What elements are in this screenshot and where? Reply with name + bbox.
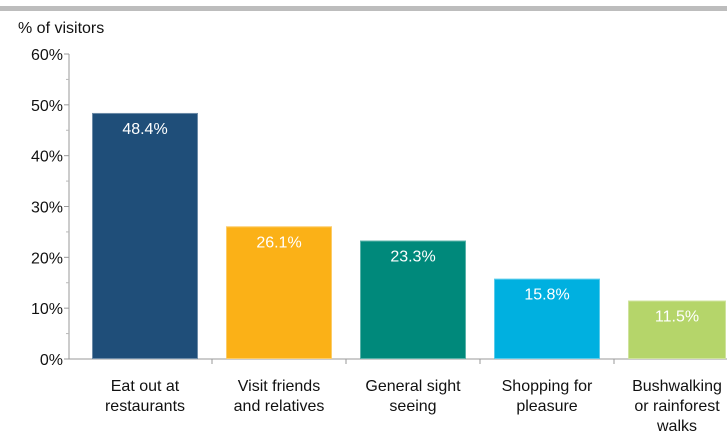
y-tick-label: 50% bbox=[31, 98, 63, 115]
bar-highlight bbox=[92, 112, 198, 360]
y-tick-label: 40% bbox=[31, 149, 63, 166]
y-tick-label: 0% bbox=[40, 352, 63, 369]
x-category-label: restaurants bbox=[105, 398, 185, 415]
bar bbox=[628, 300, 726, 359]
bar bbox=[226, 226, 332, 359]
bar-highlight bbox=[494, 278, 600, 359]
data-label: 11.5% bbox=[655, 309, 699, 326]
x-category-label: and relatives bbox=[234, 398, 325, 415]
x-category-label: Eat out at bbox=[111, 378, 180, 395]
bar-highlight bbox=[226, 226, 332, 359]
y-tick-label: 30% bbox=[31, 200, 63, 217]
bar bbox=[92, 112, 198, 359]
bar-highlight bbox=[360, 240, 466, 359]
y-tick-label: 60% bbox=[31, 47, 63, 64]
x-category-label: pleasure bbox=[516, 398, 577, 415]
data-label: 48.4% bbox=[122, 121, 167, 138]
top-rule bbox=[0, 6, 727, 11]
x-category-label: seeing bbox=[389, 398, 436, 415]
y-tick-label: 20% bbox=[31, 250, 63, 267]
x-category-label: Bushwalking bbox=[632, 378, 722, 395]
labels: 48.4% Eat out at restaurants 26.1% Visit fri… bbox=[105, 121, 722, 435]
bar-highlight bbox=[628, 300, 726, 359]
data-label: 15.8% bbox=[524, 287, 569, 304]
bars bbox=[92, 112, 726, 360]
x-category-label: Visit friends bbox=[238, 378, 320, 395]
x-category-label: or rainforest bbox=[634, 398, 720, 415]
bar bbox=[494, 278, 600, 359]
bar bbox=[360, 240, 466, 359]
y-axis-label: % of visitors bbox=[18, 20, 104, 37]
data-label: 26.1% bbox=[256, 234, 301, 251]
y-tick-label: 10% bbox=[31, 301, 63, 318]
axes: 0% 10% 20% 30% 40% 50% 60% bbox=[31, 47, 727, 369]
data-label: 23.3% bbox=[390, 249, 435, 266]
x-category-label: General sight bbox=[365, 378, 461, 395]
x-category-label: Shopping for bbox=[502, 378, 593, 395]
x-category-label: walks bbox=[656, 418, 697, 435]
